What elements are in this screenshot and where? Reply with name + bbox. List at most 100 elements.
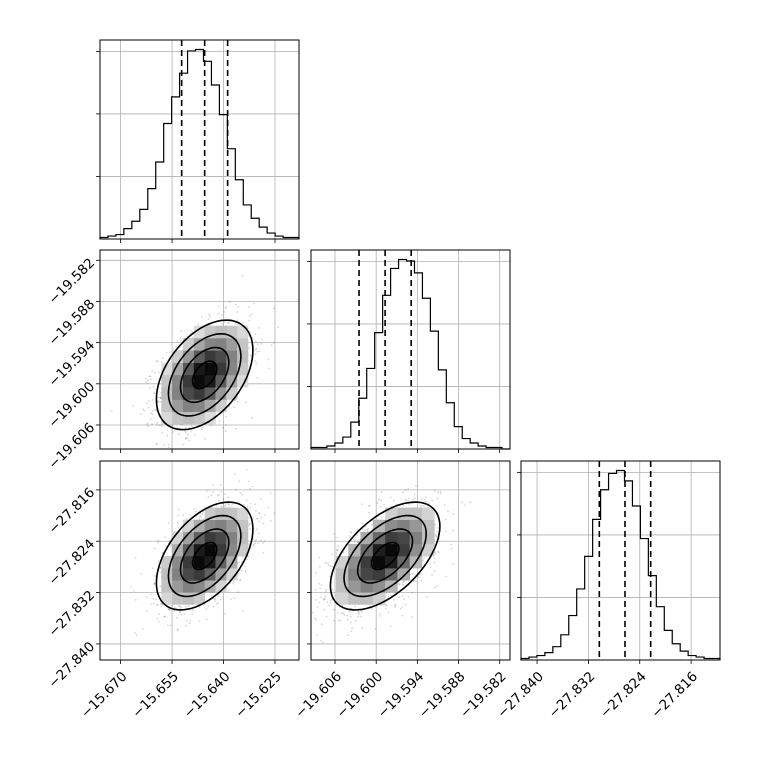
scatter-point bbox=[314, 599, 317, 601]
histogram-bars bbox=[310, 258, 510, 450]
scatter-point bbox=[239, 578, 241, 581]
contour-0.5-sigma bbox=[191, 360, 218, 390]
scatter-point bbox=[228, 503, 231, 505]
scatter-point bbox=[154, 409, 157, 412]
scatter-point bbox=[159, 396, 162, 399]
scatter-point bbox=[184, 624, 187, 627]
scatter-point bbox=[414, 580, 417, 583]
density-cell bbox=[182, 399, 195, 413]
scatter-point bbox=[191, 613, 194, 616]
scatter-point bbox=[202, 511, 205, 513]
scatter-point bbox=[323, 598, 326, 601]
axis-frame bbox=[99, 460, 300, 661]
scatter-point bbox=[366, 528, 368, 531]
density-cell bbox=[397, 543, 410, 557]
density-cell bbox=[215, 338, 227, 351]
scatter-point bbox=[320, 623, 323, 626]
scatter-point bbox=[390, 505, 393, 508]
scatter-point bbox=[356, 529, 359, 531]
density-panel-1-2 bbox=[307, 460, 511, 661]
scatter-point bbox=[249, 502, 252, 505]
scatter-point bbox=[167, 446, 170, 449]
scatter-point bbox=[224, 504, 227, 507]
density-cell bbox=[237, 374, 249, 388]
density-cell bbox=[215, 543, 227, 557]
scatter-point bbox=[160, 360, 163, 363]
scatter-point bbox=[272, 342, 275, 344]
density-cell bbox=[172, 580, 184, 593]
scatter-point bbox=[337, 544, 340, 547]
scatter-point bbox=[153, 371, 156, 374]
scatter-point bbox=[248, 524, 250, 527]
scatter-point bbox=[316, 606, 319, 609]
density-cell bbox=[182, 556, 195, 569]
scatter-point bbox=[175, 345, 178, 348]
scatter-point bbox=[186, 436, 189, 439]
density-cell bbox=[360, 592, 374, 605]
scatter-point bbox=[248, 315, 251, 317]
scatter-point bbox=[251, 337, 254, 340]
x-tick-label: −27.824 bbox=[597, 669, 650, 722]
density-cell bbox=[237, 350, 249, 363]
scatter-point bbox=[238, 480, 241, 483]
scatter-point bbox=[248, 305, 251, 308]
histogram-bars bbox=[99, 48, 300, 239]
scatter-point bbox=[250, 313, 253, 316]
scatter-point bbox=[307, 612, 309, 614]
scatter-point bbox=[333, 619, 335, 622]
x-tick-label: −15.640 bbox=[181, 669, 234, 722]
scatter-point bbox=[154, 392, 157, 395]
scatter-point bbox=[164, 536, 167, 539]
scatter-point bbox=[241, 609, 244, 612]
scatter-point bbox=[349, 531, 352, 533]
scatter-point bbox=[423, 498, 426, 501]
scatter-point bbox=[214, 600, 217, 603]
scatter-point bbox=[308, 589, 310, 591]
contour-1.5-sigma bbox=[167, 332, 242, 417]
scatter-point bbox=[255, 362, 258, 365]
scatter-point bbox=[160, 605, 163, 607]
scatter-point bbox=[336, 612, 339, 614]
scatter-point bbox=[150, 593, 153, 596]
scatter-point bbox=[245, 571, 247, 573]
axis-frame bbox=[520, 460, 721, 661]
scatter-point bbox=[219, 598, 222, 601]
scatter-point bbox=[190, 330, 193, 333]
density-cell bbox=[409, 507, 423, 520]
scatter-point bbox=[154, 388, 157, 391]
scatter-point bbox=[233, 580, 235, 583]
scatter-point bbox=[360, 615, 363, 618]
density-cell bbox=[226, 387, 238, 400]
scatter-point bbox=[193, 433, 196, 436]
scatter-point bbox=[323, 608, 326, 611]
scatter-point bbox=[352, 538, 355, 541]
scatter-point bbox=[258, 350, 261, 353]
density-cell bbox=[172, 399, 184, 413]
scatter-point bbox=[256, 343, 259, 346]
scatter-point bbox=[401, 595, 404, 597]
scatter-point bbox=[167, 443, 170, 446]
scatter-point bbox=[414, 485, 417, 488]
scatter-point bbox=[337, 619, 340, 622]
scatter-point bbox=[337, 549, 340, 551]
scatter-point bbox=[270, 344, 273, 347]
scatter-point bbox=[336, 536, 339, 539]
scatter-point bbox=[156, 360, 159, 363]
scatter-point bbox=[198, 620, 201, 623]
scatter-point bbox=[157, 560, 160, 562]
scatter-point bbox=[182, 514, 185, 517]
density-cell bbox=[161, 387, 173, 400]
scatter-point bbox=[152, 385, 155, 388]
scatter-point bbox=[354, 620, 357, 622]
scatter-point bbox=[424, 496, 427, 499]
scatter-point bbox=[191, 336, 194, 339]
scatter-point bbox=[401, 583, 404, 585]
scatter-point bbox=[140, 572, 143, 575]
density-cell bbox=[215, 387, 227, 400]
scatter-point bbox=[153, 575, 156, 577]
scatter-point bbox=[156, 421, 159, 424]
scatter-point bbox=[255, 539, 258, 541]
scatter-point bbox=[444, 530, 447, 533]
scatter-point bbox=[277, 326, 280, 329]
scatter-point bbox=[407, 487, 410, 490]
